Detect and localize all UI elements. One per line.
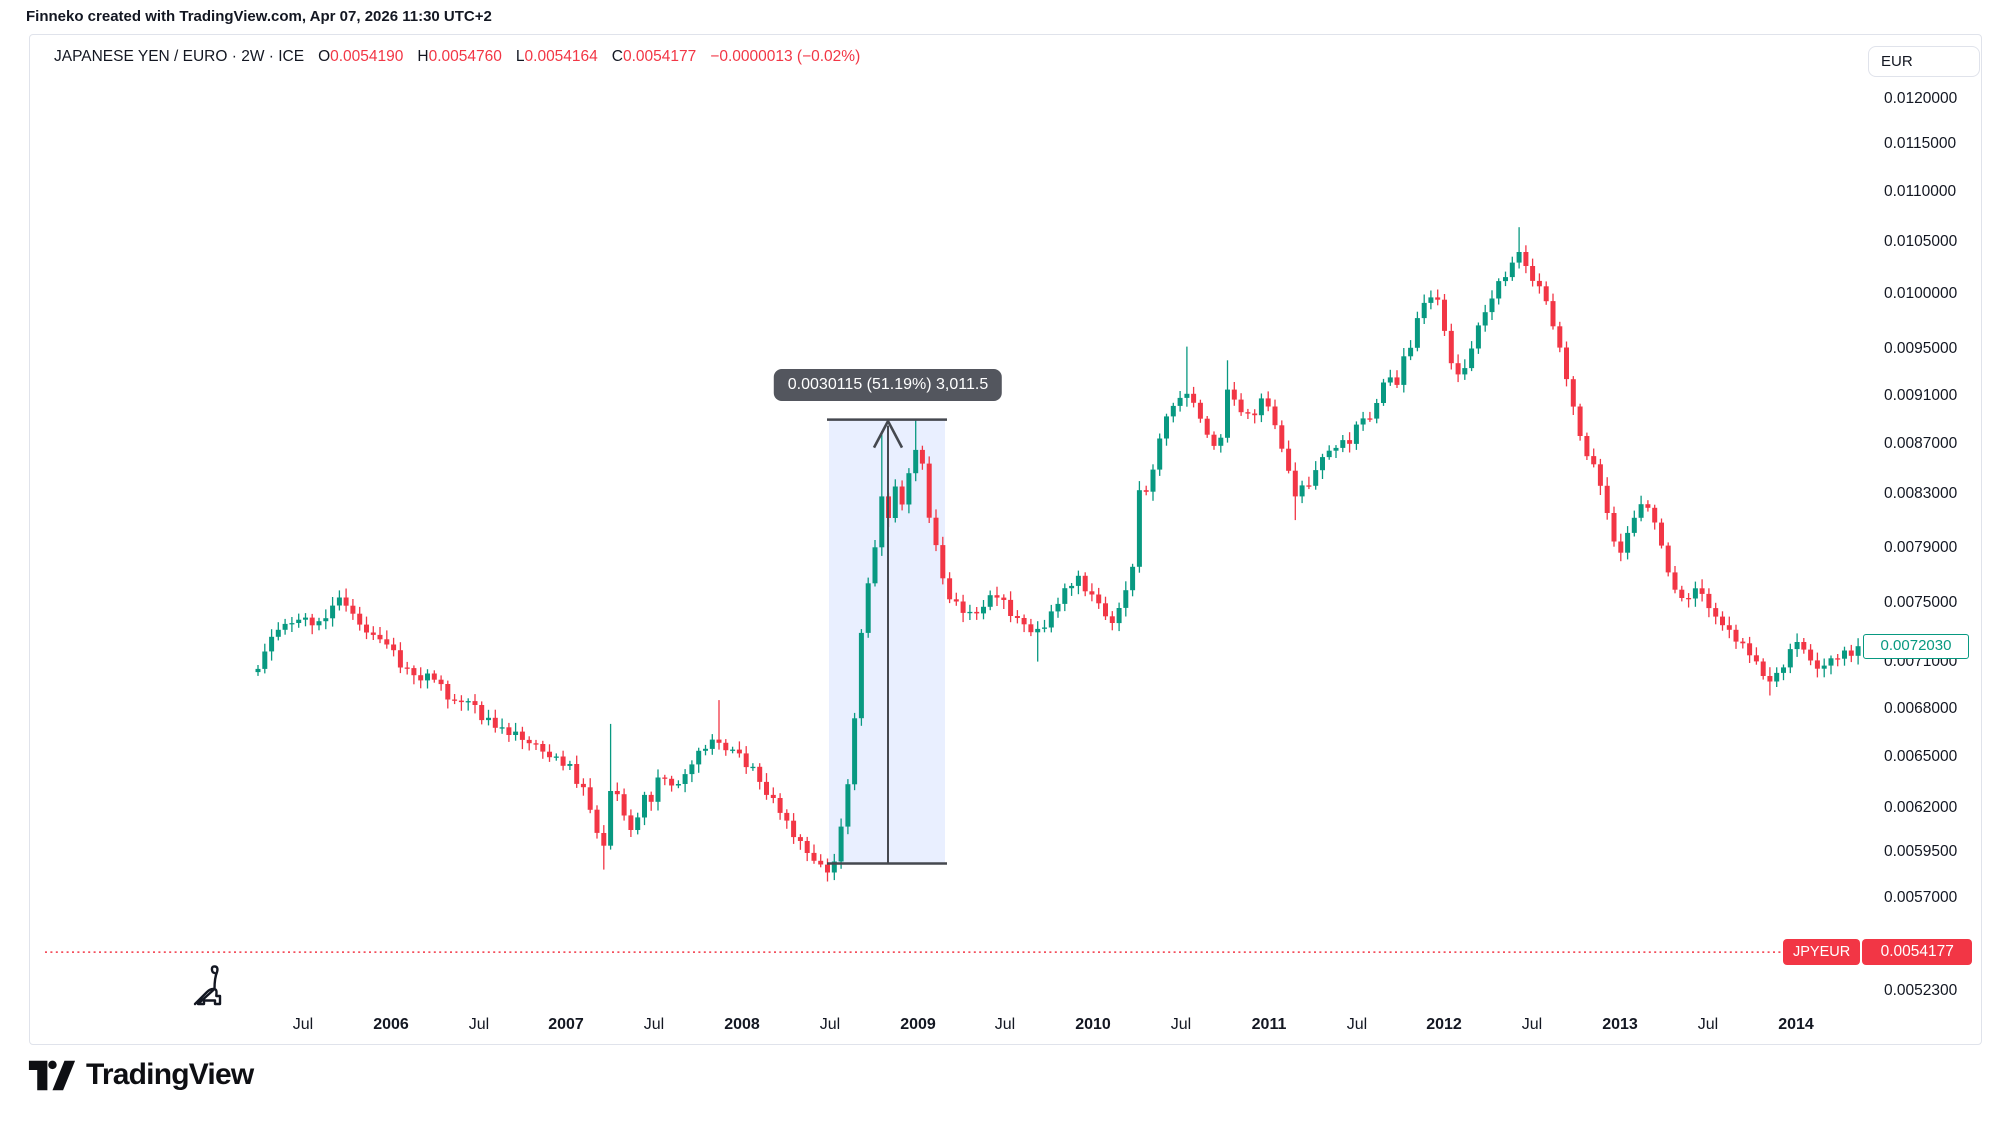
dino-drawing-icon[interactable]	[191, 962, 229, 1010]
time-axis-label: 2012	[1426, 1016, 1462, 1033]
time-axis-label: Jul	[1346, 1016, 1368, 1033]
price-axis-label: 0.0091000	[1884, 386, 1958, 404]
attribution-text: Finneko created with TradingView.com, Ap…	[26, 8, 492, 25]
currency-unit-button[interactable]: EUR	[1868, 46, 1980, 77]
time-axis-label: Jul	[1170, 1016, 1192, 1033]
price-axis-label: 0.0095000	[1884, 340, 1958, 358]
time-axis-label: Jul	[819, 1016, 841, 1033]
last-price-label: 0.0072030	[1863, 633, 1969, 659]
time-axis-label: Jul	[1521, 1016, 1543, 1033]
ohlc-open: O0.0054190	[318, 48, 404, 65]
time-axis-label: 2010	[1075, 1016, 1111, 1033]
current-price-value: 0.0054177	[1862, 939, 1973, 966]
price-axis-label: 0.0115000	[1884, 135, 1957, 153]
price-axis-label: 0.0065000	[1884, 748, 1958, 765]
price-axis-label: 0.0105000	[1884, 232, 1958, 250]
time-axis-label: 2013	[1602, 1016, 1638, 1033]
measure-tooltip: 0.0030115 (51.19%) 3,011.5	[773, 369, 1003, 401]
price-axis-label: 0.0120000	[1884, 89, 1958, 107]
price-axis-label: 0.0087000	[1884, 434, 1958, 452]
ohlc-high: H0.0054760	[417, 48, 502, 65]
tradingview-logo-icon	[28, 1060, 76, 1090]
price-axis-label: 0.0059500	[1884, 842, 1958, 860]
price-axis-label: 0.0083000	[1884, 485, 1958, 503]
price-axis-label: 0.0057000	[1884, 889, 1958, 906]
measure-tooltip-text: 0.0030115 (51.19%) 3,011.5	[787, 376, 989, 393]
symbol-title[interactable]: JAPANESE YEN / EURO · 2W · ICE	[54, 48, 305, 65]
price-axis-label: 0.0075000	[1884, 594, 1958, 612]
price-axis-label: 0.0062000	[1884, 798, 1958, 816]
time-axis-label: Jul	[1697, 1016, 1719, 1033]
time-axis-label: 2008	[724, 1016, 760, 1033]
time-axis-label: 2011	[1251, 1016, 1287, 1033]
time-axis-label: Jul	[468, 1016, 490, 1033]
time-axis-label: Jul	[994, 1016, 1016, 1033]
current-price-labels: JPYEUR 0.0054177	[1783, 939, 1973, 966]
time-axis-label: 2007	[548, 1016, 584, 1033]
tradingview-wordmark: TradingView	[86, 1058, 254, 1091]
time-axis-label: Jul	[643, 1016, 665, 1033]
ohlc-close: C0.0054177	[611, 48, 697, 65]
tradingview-logo[interactable]: TradingView	[28, 1058, 254, 1092]
time-axis-label: 2006	[373, 1016, 409, 1033]
ohlc-low: L0.0054164	[515, 48, 598, 65]
candles-layer	[255, 227, 1861, 882]
symbol-badge: JPYEUR	[1783, 939, 1861, 966]
time-axis-label: 2014	[1778, 1016, 1814, 1033]
price-axis-label: 0.0079000	[1884, 538, 1958, 556]
time-axis-label: 2009	[900, 1016, 936, 1033]
change-value: −0.0000013 (−0.02%)	[710, 48, 861, 65]
symbol-header: JAPANESE YEN / EURO · 2W · ICE O0.005419…	[54, 46, 860, 68]
price-axis-label: 0.0100000	[1884, 285, 1958, 303]
measure-lines	[827, 418, 947, 865]
price-axis-label: 0.0110000	[1884, 183, 1957, 200]
price-axis-label: 0.0052300	[1884, 981, 1958, 999]
price-axis-label: 0.0068000	[1884, 699, 1958, 717]
time-axis-label: Jul	[292, 1016, 314, 1033]
currency-unit-label: EUR	[1881, 53, 1913, 70]
